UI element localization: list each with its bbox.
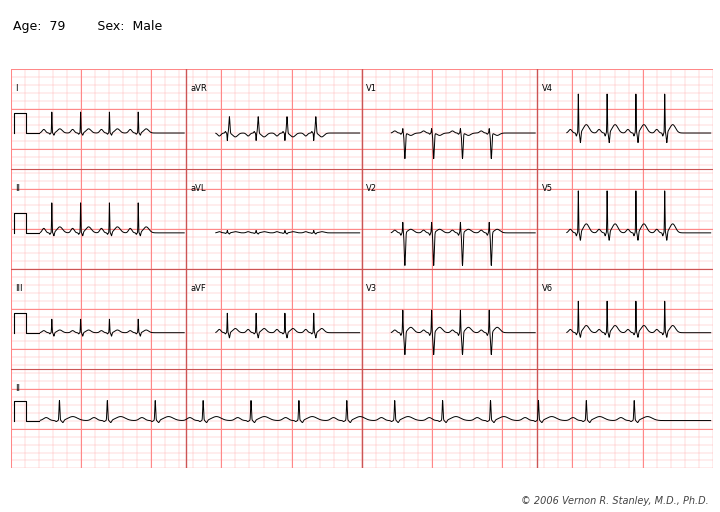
- Text: V4: V4: [541, 84, 552, 93]
- Text: aVL: aVL: [191, 184, 206, 193]
- Text: aVF: aVF: [191, 284, 206, 293]
- Text: I: I: [15, 84, 17, 93]
- Text: V6: V6: [541, 284, 553, 293]
- Text: II: II: [15, 383, 20, 393]
- Text: V2: V2: [366, 184, 377, 193]
- Text: Age:  79        Sex:  Male: Age: 79 Sex: Male: [13, 20, 162, 33]
- Text: III: III: [15, 284, 22, 293]
- Text: V1: V1: [366, 84, 377, 93]
- Text: aVR: aVR: [191, 84, 207, 93]
- Text: V3: V3: [366, 284, 377, 293]
- Text: II: II: [15, 184, 20, 193]
- Text: V5: V5: [541, 184, 552, 193]
- Text: © 2006 Vernon R. Stanley, M.D., Ph.D.: © 2006 Vernon R. Stanley, M.D., Ph.D.: [521, 496, 709, 506]
